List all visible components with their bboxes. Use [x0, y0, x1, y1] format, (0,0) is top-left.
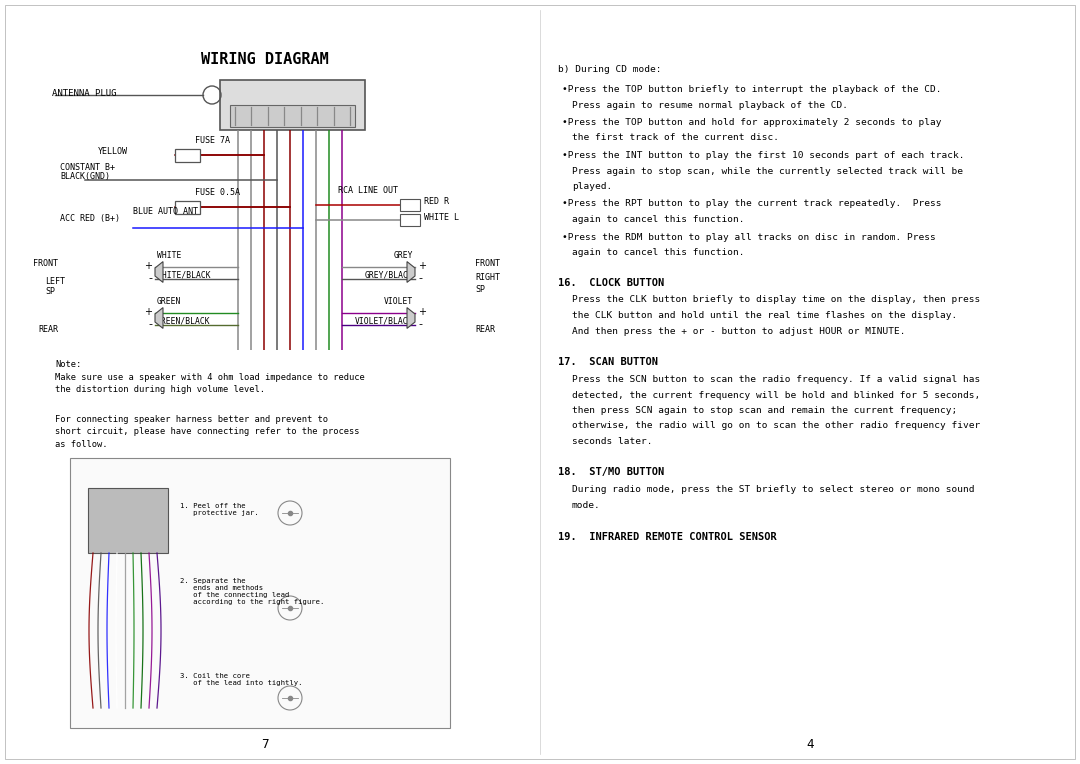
Text: And then press the + or - button to adjust HOUR or MINUTE.: And then press the + or - button to adju…: [572, 326, 905, 335]
Text: +: +: [418, 307, 426, 317]
Polygon shape: [407, 308, 415, 329]
Text: 19.  INFRARED REMOTE CONTROL SENSOR: 19. INFRARED REMOTE CONTROL SENSOR: [558, 532, 777, 542]
Text: ACC RED (B+): ACC RED (B+): [60, 215, 120, 224]
Text: -: -: [148, 273, 152, 283]
Bar: [87, 488, 168, 553]
Text: SP: SP: [475, 284, 485, 293]
Bar: [175, 200, 200, 213]
Text: SP: SP: [45, 287, 55, 296]
Text: CONSTANT B+: CONSTANT B+: [60, 163, 114, 171]
Text: again to cancel this function.: again to cancel this function.: [572, 215, 744, 224]
Text: seconds later.: seconds later.: [572, 437, 652, 446]
Text: 3. Coil the core
   of the lead into tightly.: 3. Coil the core of the lead into tightl…: [180, 673, 302, 686]
Text: detected, the current frequency will be hold and blinked for 5 seconds,: detected, the current frequency will be …: [572, 390, 981, 400]
Text: •Press the TOP button and hold for approximately 2 seconds to play: •Press the TOP button and hold for appro…: [562, 118, 942, 127]
Text: REAR: REAR: [475, 325, 495, 335]
Text: +: +: [144, 261, 152, 271]
Text: •Press the INT button to play the first 10 seconds part of each track.: •Press the INT button to play the first …: [562, 151, 964, 160]
Text: the first track of the current disc.: the first track of the current disc.: [572, 134, 779, 143]
Bar: [220, 80, 365, 130]
Text: FUSE 7A: FUSE 7A: [195, 136, 230, 145]
Text: During radio mode, press the ST briefly to select stereo or mono sound: During radio mode, press the ST briefly …: [572, 485, 974, 494]
Text: REAR: REAR: [38, 325, 58, 335]
Text: Note:
Make sure use a speaker with 4 ohm load impedance to reduce
the distortion: Note: Make sure use a speaker with 4 ohm…: [55, 360, 365, 394]
Text: WHITE/BLACK: WHITE/BLACK: [157, 270, 211, 280]
Text: RED R: RED R: [424, 198, 449, 206]
Text: 1. Peel off the
   protective jar.: 1. Peel off the protective jar.: [180, 503, 259, 516]
Text: GREY/BLACK: GREY/BLACK: [364, 270, 413, 280]
Text: again to cancel this function.: again to cancel this function.: [572, 248, 744, 257]
Text: Press the CLK button briefly to display time on the display, then press: Press the CLK button briefly to display …: [572, 296, 981, 305]
Text: FRONT: FRONT: [33, 260, 58, 268]
Text: RIGHT: RIGHT: [475, 273, 500, 281]
Text: b) During CD mode:: b) During CD mode:: [558, 65, 661, 74]
Polygon shape: [156, 308, 163, 329]
Text: +: +: [418, 261, 426, 271]
Text: For connecting speaker harness better and prevent to
short circuit, please have : For connecting speaker harness better an…: [55, 415, 360, 449]
Polygon shape: [407, 261, 415, 283]
Text: WIRING DIAGRAM: WIRING DIAGRAM: [201, 52, 329, 67]
Text: •Press the TOP button briefly to interrupt the playback of the CD.: •Press the TOP button briefly to interru…: [562, 85, 942, 94]
Text: BLUE AUTO ANT: BLUE AUTO ANT: [133, 207, 198, 216]
Text: Press again to stop scan, while the currently selected track will be: Press again to stop scan, while the curr…: [572, 167, 963, 176]
Text: WHITE: WHITE: [157, 251, 181, 261]
Text: VIOLET/BLACK: VIOLET/BLACK: [354, 316, 413, 325]
Text: 16.  CLOCK BUTTON: 16. CLOCK BUTTON: [558, 277, 664, 287]
Text: YELLOW: YELLOW: [98, 147, 129, 157]
Text: BLACK(GND): BLACK(GND): [60, 173, 110, 182]
Text: Press the SCN button to scan the radio frequency. If a valid signal has: Press the SCN button to scan the radio f…: [572, 375, 981, 384]
Bar: [175, 148, 200, 161]
Text: +: +: [144, 307, 152, 317]
Text: •Press the RDM button to play all tracks on disc in random. Press: •Press the RDM button to play all tracks…: [562, 232, 935, 241]
Text: ANTENNA PLUG: ANTENNA PLUG: [52, 89, 117, 98]
Text: WHITE L: WHITE L: [424, 212, 459, 222]
Text: •Press the RPT button to play the current track repeatedly.  Press: •Press the RPT button to play the curren…: [562, 199, 942, 209]
Text: otherwise, the radio will go on to scan the other radio frequency fiver: otherwise, the radio will go on to scan …: [572, 422, 981, 430]
Text: GREY: GREY: [393, 251, 413, 261]
Bar: [230, 105, 355, 127]
Text: GREEN/BLACK: GREEN/BLACK: [157, 316, 211, 325]
Text: 4: 4: [807, 739, 813, 752]
Text: RCA LINE OUT: RCA LINE OUT: [338, 186, 399, 195]
Bar: [70, 458, 450, 728]
Text: 18.  ST/MO BUTTON: 18. ST/MO BUTTON: [558, 468, 664, 478]
Text: 7: 7: [261, 739, 269, 752]
Text: FUSE 0.5A: FUSE 0.5A: [195, 188, 240, 197]
Text: -: -: [148, 319, 152, 329]
Bar: [400, 199, 420, 211]
Text: played.: played.: [572, 182, 612, 191]
Text: LEFT: LEFT: [45, 277, 65, 286]
Bar: [400, 214, 420, 226]
Text: then press SCN again to stop scan and remain the current frequency;: then press SCN again to stop scan and re…: [572, 406, 957, 415]
Text: 17.  SCAN BUTTON: 17. SCAN BUTTON: [558, 357, 658, 367]
Text: 2. Separate the
   ends and methods
   of the connecting lead
   according to th: 2. Separate the ends and methods of the …: [180, 578, 324, 605]
Text: -: -: [418, 273, 422, 283]
Text: the CLK button and hold until the real time flashes on the display.: the CLK button and hold until the real t…: [572, 311, 957, 320]
Text: GREEN: GREEN: [157, 297, 181, 306]
Polygon shape: [156, 261, 163, 283]
Text: VIOLET: VIOLET: [383, 297, 413, 306]
Text: mode.: mode.: [572, 501, 600, 510]
Text: FRONT: FRONT: [475, 260, 500, 268]
Text: -: -: [418, 319, 422, 329]
Text: Press again to resume normal playback of the CD.: Press again to resume normal playback of…: [572, 101, 848, 109]
